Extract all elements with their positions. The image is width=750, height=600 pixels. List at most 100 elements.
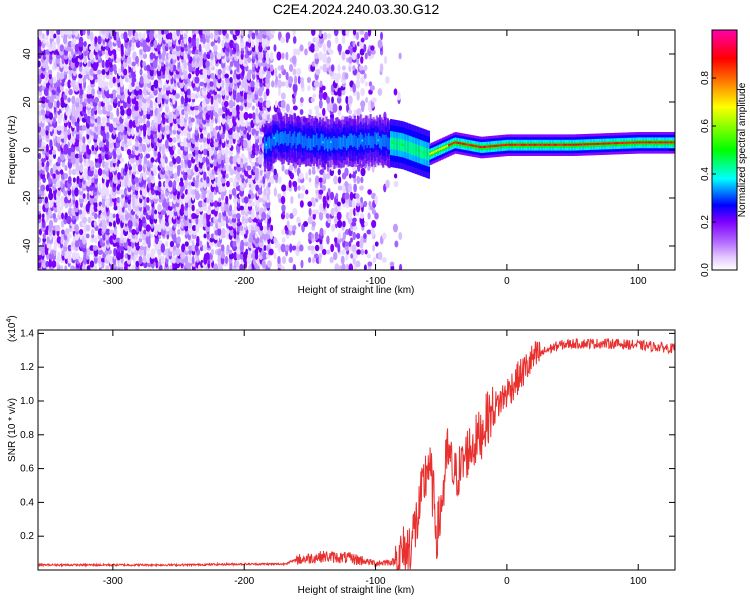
spectrogram-cell (255, 107, 259, 117)
spectrogram-cell (235, 213, 241, 219)
spectrogram-cell (172, 245, 177, 251)
spectrogram-cell (123, 237, 127, 243)
spectrogram-cell (299, 44, 304, 52)
spectrogram-cell (123, 88, 129, 96)
spectrogram-cell (319, 80, 323, 88)
spectrogram-cell (41, 33, 45, 39)
spectrogram-cell (76, 116, 80, 124)
spectrogram-cell (363, 233, 367, 239)
spectrogram-cell (273, 187, 278, 197)
spectrogram-cell (89, 31, 94, 41)
spectrogram-cell (273, 252, 277, 260)
spectrogram-cell (377, 88, 383, 96)
spectrogram-cell (356, 249, 362, 255)
spectrogram-cell (265, 87, 270, 97)
spectrogram-cell (363, 73, 367, 79)
spectrogram-cell (348, 109, 353, 115)
spectrogram-cell (363, 264, 367, 270)
spectrogram-cell (158, 180, 162, 188)
spectrogram-cell (239, 252, 245, 260)
spectrogram-cell (180, 141, 185, 147)
spectrogram-cell (336, 72, 341, 80)
spectrogram-cell (86, 93, 92, 99)
spectrogram-cell (209, 81, 214, 87)
spectrogram-cell (397, 91, 401, 101)
spectrogram-cell (229, 177, 234, 183)
spectrogram-cell (146, 120, 151, 128)
spectrogram-cell (385, 76, 390, 84)
spectrogram-cell (352, 231, 357, 241)
spectrogram-cell (261, 211, 267, 221)
spectrogram-cell (123, 224, 129, 232)
spectrogram-cell (381, 257, 387, 263)
spectrogram-cell (363, 200, 368, 208)
spectrogram-cell (268, 248, 274, 256)
spectrogram-cell (59, 169, 64, 175)
spectrogram-cell (160, 243, 166, 253)
spectrogram-cell (229, 155, 234, 165)
spectrogram-cell (168, 137, 173, 143)
spectrogram-cell (135, 55, 139, 65)
spectrogram-cell (360, 196, 363, 204)
spectrogram-cell (251, 40, 255, 48)
spectrogram-cell (45, 40, 50, 48)
spectrogram-cell (59, 112, 64, 120)
spectrogram-cell (51, 149, 57, 155)
spectrogram-cell (188, 36, 192, 44)
spectrogram-cell (280, 36, 286, 44)
spectrogram-cell (87, 30, 91, 36)
spectrogram-cell (352, 40, 356, 48)
spectrogram-cell (38, 180, 42, 188)
spectrogram-cell (112, 89, 117, 95)
spectrogram-cell (48, 112, 54, 120)
spectrogram-cell (97, 228, 103, 236)
spectrogram-cell (150, 233, 154, 239)
spectrogram-cell (393, 88, 398, 96)
spectrogram-cell (281, 204, 286, 212)
spectrogram-cell (247, 216, 253, 224)
spectrogram-cell (290, 196, 294, 204)
spectrogram-cell (292, 105, 298, 111)
spectrogram-cell (318, 252, 323, 260)
spectrogram-cell (322, 32, 328, 40)
spectrogram-cell (248, 237, 254, 243)
spectrogram-cell (199, 144, 203, 152)
spectrogram-cell (184, 241, 189, 247)
spectrogram-cell (67, 79, 72, 89)
spectrogram-cell (242, 139, 248, 149)
spectrogram-cell (139, 75, 144, 85)
spectrogram-cell (243, 196, 249, 204)
spectrogram-cell (127, 95, 131, 105)
spectrogram-cell (93, 263, 98, 270)
spectrogram-cell (101, 185, 106, 191)
spectrogram-cell (64, 196, 69, 204)
spectrogram-cell (53, 100, 57, 108)
snr-ytick-label: 1.2 (20, 362, 34, 373)
spectrogram-cell (187, 132, 191, 140)
spectrogram-cell (142, 171, 147, 181)
spectrogram-cell (240, 124, 245, 132)
spectrogram-cell (71, 30, 75, 36)
spectrogram-cell (250, 161, 256, 167)
spectrogram-cell (142, 32, 146, 40)
spectrogram-cell (113, 229, 118, 235)
spectrogram-cell (301, 184, 306, 192)
spectrogram-cell (86, 144, 90, 152)
spectrogram-cell (360, 87, 365, 97)
spectrogram-cell (218, 197, 222, 203)
spectrogram-cell (89, 67, 94, 77)
spectrogram-cell (168, 111, 173, 121)
spectrogram-cell (94, 36, 98, 44)
spectrogram-cell (112, 76, 116, 84)
colorbar-gradient (711, 29, 738, 271)
spectrogram-cell (134, 177, 140, 183)
spectrogram-cell (308, 168, 312, 176)
spectrogram-cell (265, 99, 271, 109)
spectrogram-cell (139, 124, 144, 132)
spectrogram-cell (271, 80, 275, 88)
spectrogram-cell (225, 215, 229, 225)
spectrogram-cell (90, 107, 95, 117)
spectrogram-cell (276, 51, 282, 61)
spectrogram-cell (306, 76, 312, 84)
